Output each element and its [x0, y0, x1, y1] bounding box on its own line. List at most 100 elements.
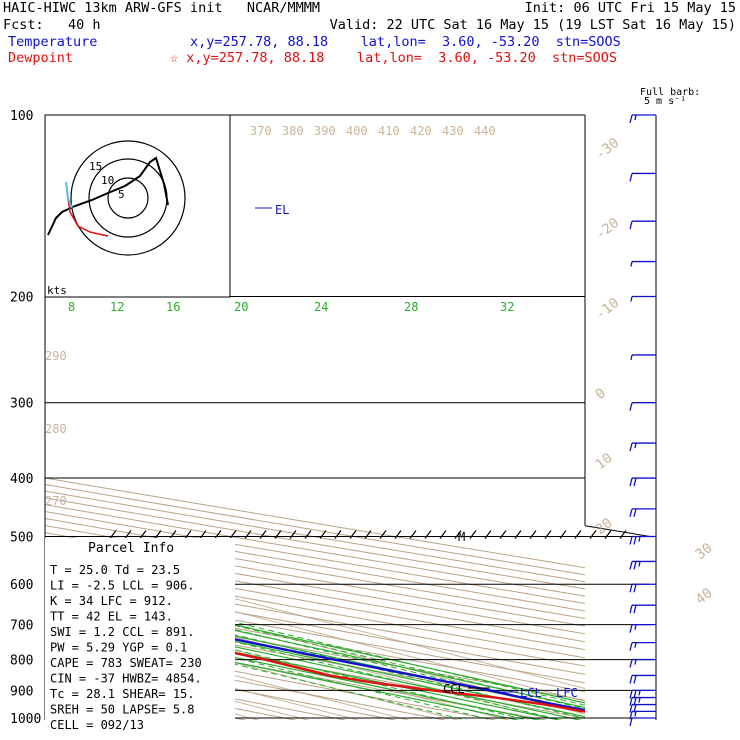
barb-legend-unit: 5 m s⁻¹	[644, 96, 686, 107]
dry-adiabat-line	[45, 484, 585, 576]
pressure-tick-label: 700	[10, 619, 33, 634]
hatch-mark	[484, 530, 492, 539]
wind-barb	[629, 508, 656, 518]
barb-half	[638, 697, 641, 703]
moist-adiabat-line	[45, 600, 585, 718]
hatch-mark	[184, 530, 192, 539]
hodograph-ring-label: 15	[89, 160, 102, 173]
wind-barb	[630, 295, 656, 302]
hatch-mark	[289, 530, 297, 539]
barb-half	[634, 624, 637, 630]
barb-half	[638, 536, 641, 542]
barb-flag	[629, 536, 633, 545]
dry-adiabat-line	[45, 643, 448, 720]
pressure-tick-label: 1000	[10, 712, 41, 727]
barb-flag	[633, 605, 637, 614]
parcel-info-row: CAPE = 783 SWEAT= 230	[50, 656, 202, 670]
hodograph-ring	[70, 140, 186, 256]
dry-adiabat-label: 440	[474, 124, 496, 138]
moist-adiabat-line	[45, 623, 521, 720]
barb-half	[630, 261, 633, 267]
barb-flag	[629, 711, 633, 720]
moist-adiabat-line	[45, 618, 542, 720]
hatch-mark	[574, 530, 582, 539]
dry-adiabat-label: 380	[282, 124, 304, 138]
isotherm-line	[45, 562, 585, 702]
barb-half	[634, 659, 637, 665]
dry-adiabat-label: 420	[410, 124, 432, 138]
hatch-mark	[514, 530, 522, 539]
moist-adiabat-label: 16	[166, 300, 180, 314]
moist-adiabat-label: 12	[110, 300, 124, 314]
parcel-info-row: CELL = 092/13	[50, 718, 144, 732]
dry-adiabat-label: 410	[378, 124, 400, 138]
hodograph-trace-lower	[67, 197, 109, 237]
wind-barb	[629, 402, 656, 411]
parcel-info-row: SWI = 1.2 CCL = 891.	[50, 625, 195, 639]
wind-barb	[629, 535, 656, 545]
el-annotation: EL	[275, 203, 289, 217]
hatch-mark	[319, 530, 327, 539]
hodograph-trace-upper	[47, 156, 169, 236]
hatch-mark	[439, 530, 447, 539]
hatch-mark	[334, 530, 342, 539]
melting-annotation: M	[458, 530, 465, 544]
parcel-info-row: CIN = -37 HWBZ= 4854.	[50, 672, 202, 686]
barb-flag	[633, 508, 637, 518]
barb-flag	[629, 697, 633, 706]
forecast-hour: Fcst: 40 h	[3, 17, 101, 33]
moist-adiabat-label: 24	[314, 300, 328, 314]
hatch-mark	[229, 530, 237, 539]
barb-half	[634, 642, 637, 648]
wind-barb	[629, 696, 656, 706]
wind-barb	[629, 220, 656, 230]
hatch-mark	[394, 530, 402, 539]
pressure-tick-label: 500	[10, 530, 33, 545]
barb-flag	[629, 624, 633, 633]
isotherm-line	[45, 549, 585, 690]
barb-legend-title: Full barb:	[640, 87, 700, 98]
parcel-info-row: Tc = 28.1 SHEAR= 15.	[50, 687, 195, 701]
hodograph-ring-label: 10	[101, 174, 114, 187]
barb-flag	[629, 173, 633, 182]
hatch-mark	[424, 530, 432, 539]
wind-barb	[629, 710, 656, 720]
wind-barb	[629, 172, 656, 182]
barb-flag	[629, 442, 633, 452]
hatch-mark	[379, 530, 387, 539]
parcel-info-row: T = 25.0 Td = 23.5	[50, 563, 180, 577]
wind-barb	[629, 658, 656, 668]
isotherm-label: 30	[693, 540, 716, 563]
temperature-legend-label: Temperature	[8, 34, 98, 50]
lfc-annotation: LFC	[556, 686, 578, 700]
barb-flag	[629, 221, 633, 230]
hatch-mark	[154, 530, 162, 539]
hatch-mark	[589, 530, 597, 539]
barb-flag	[629, 508, 633, 518]
hatch-mark	[529, 530, 537, 539]
wind-barb	[630, 354, 656, 361]
barb-half	[638, 690, 641, 696]
dry-adiabat-line	[45, 634, 498, 720]
pressure-tick-label: 800	[10, 654, 33, 669]
dry-adiabat-line	[45, 517, 585, 612]
hodograph-units: kts	[47, 284, 67, 297]
isotherm-label: -20	[593, 215, 623, 243]
parcel-info-row: LI = -2.5 LCL = 906.	[50, 579, 195, 593]
dry-adiabat-line	[45, 497, 585, 590]
wind-barb	[629, 717, 656, 727]
dry-adiabat-label: 280	[45, 422, 67, 436]
parcel-info-row: K = 34 LFC = 912.	[50, 594, 173, 608]
hodograph-ring-label: 5	[118, 188, 125, 201]
barb-flag	[629, 584, 633, 593]
hatch-mark	[124, 530, 132, 539]
dry-adiabat-line	[45, 524, 585, 619]
wind-barb	[629, 642, 656, 651]
barb-half	[634, 114, 637, 121]
hatch-mark	[244, 530, 252, 539]
hatch-mark	[454, 530, 462, 539]
hatch-mark	[544, 530, 552, 539]
wind-barb	[629, 114, 656, 124]
barb-flag	[633, 584, 637, 593]
valid-time: Valid: 22 UTC Sat 16 May 15 (19 LST Sat …	[329, 17, 736, 33]
